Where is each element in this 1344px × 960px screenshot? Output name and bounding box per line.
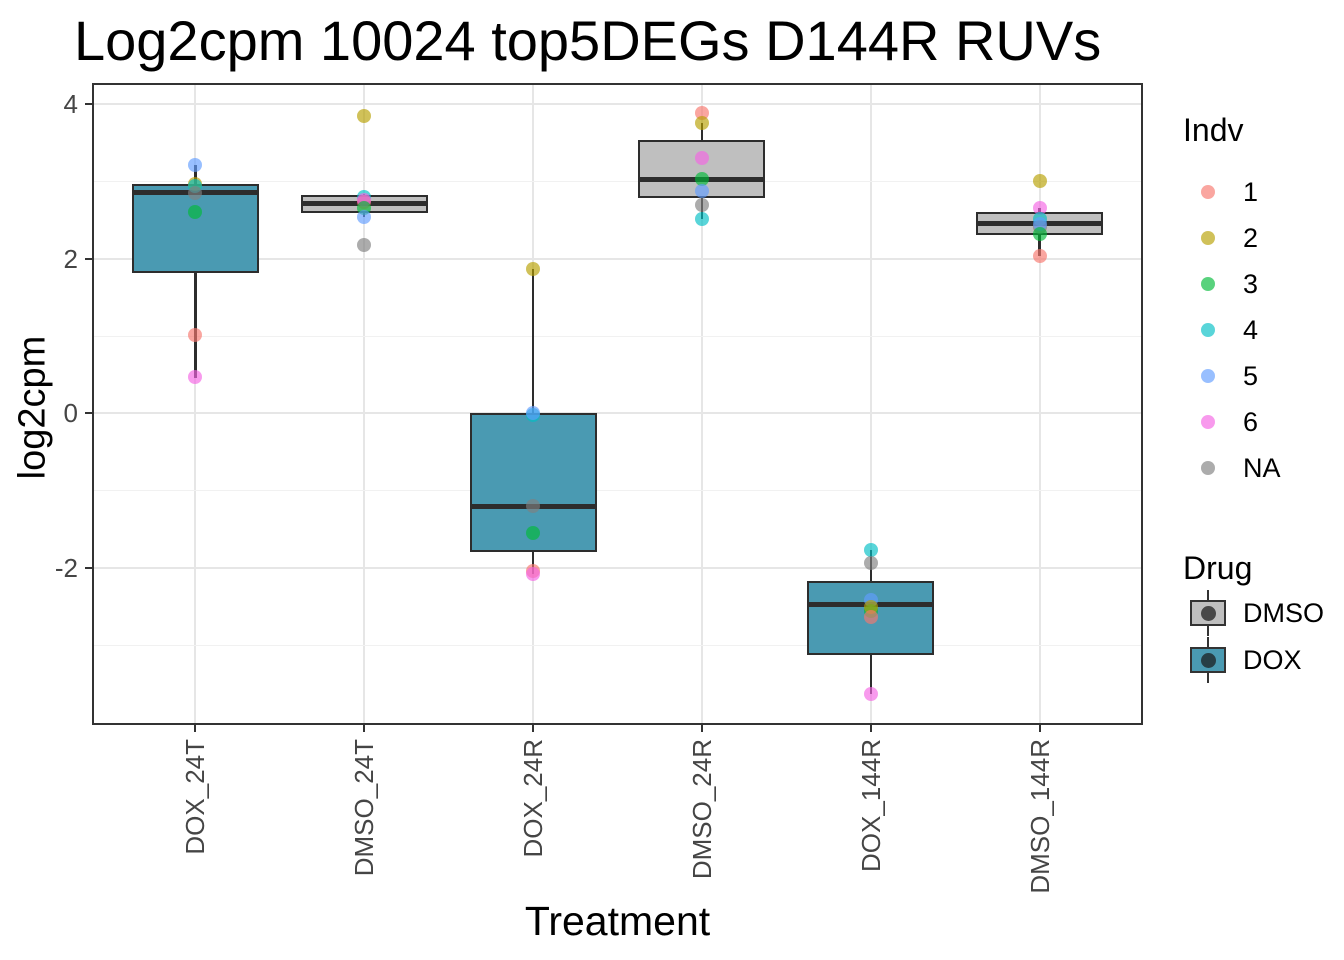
- x-tick-label-DMSO_144R: DMSO_144R: [1024, 739, 1055, 894]
- plot-panel: [92, 83, 1143, 725]
- legend-indv-dot-4: [1201, 323, 1215, 337]
- jitter-point-indv-6: [694, 151, 709, 166]
- x-axis-tick: [363, 723, 366, 732]
- legend-drug-label-DOX: DOX: [1243, 645, 1302, 675]
- jitter-point-indv-6: [188, 370, 203, 385]
- x-axis-tick: [700, 723, 703, 732]
- gridline-horizontal-minor: [94, 180, 1141, 182]
- jitter-point-indv-3: [694, 172, 709, 187]
- gridline-horizontal-minor: [94, 335, 1141, 337]
- legend-indv-label-5: 5: [1243, 361, 1259, 391]
- jitter-point-indv-3: [1032, 226, 1047, 241]
- jitter-point-indv-1: [188, 327, 203, 342]
- y-tick-label-4: 4: [63, 88, 78, 119]
- y-tick-label-2: 2: [63, 243, 78, 274]
- legend-indv-label-6: 6: [1243, 407, 1259, 437]
- y-axis-tick: [85, 567, 94, 570]
- jitter-point-indv-NA: [188, 185, 203, 200]
- gridline-vertical-major: [1038, 85, 1041, 723]
- legend-drug-keybox-DOX: [1190, 647, 1226, 673]
- gridline-vertical-major: [700, 85, 703, 723]
- gridline-vertical-major: [363, 85, 366, 723]
- legend-indv-label-NA: NA: [1243, 453, 1281, 483]
- gridline-vertical-major: [194, 85, 197, 723]
- y-axis-tick: [85, 102, 94, 105]
- legend-indv-dot-5: [1201, 369, 1215, 383]
- x-tick-label-DOX_24R: DOX_24R: [518, 739, 549, 858]
- legend-title-indv: Indv: [1183, 112, 1244, 148]
- page-title: Log2cpm 10024 top5DEGs D144R RUVs: [74, 9, 1102, 72]
- gridline-horizontal-major: [94, 567, 1141, 570]
- jitter-point-indv-5: [357, 209, 372, 224]
- legend-indv-label-1: 1: [1243, 177, 1259, 207]
- x-axis-tick: [1038, 723, 1041, 732]
- x-axis-title: Treatment: [524, 898, 711, 944]
- gridline-horizontal-major: [94, 257, 1141, 260]
- legend-drug-keydot-DMSO: [1200, 605, 1216, 621]
- jitter-point-indv-5: [694, 184, 709, 199]
- legend-indv-dot-6: [1201, 415, 1215, 429]
- jitter-point-indv-5: [526, 405, 541, 420]
- y-axis-tick: [85, 257, 94, 260]
- jitter-point-indv-3: [188, 204, 203, 219]
- legend-indv-label-3: 3: [1243, 269, 1259, 299]
- y-axis-title: log2cpm: [11, 335, 54, 480]
- jitter-point-indv-4: [863, 543, 878, 558]
- y-axis-tick: [85, 412, 94, 415]
- jitter-point-indv-NA: [863, 555, 878, 570]
- jitter-point-indv-NA: [694, 197, 709, 212]
- jitter-point-indv-6: [526, 567, 541, 582]
- legend-indv-dot-NA: [1201, 461, 1215, 475]
- gridline-vertical-major: [869, 85, 872, 723]
- legend-indv-label-2: 2: [1243, 223, 1259, 253]
- x-tick-label-DOX_24T: DOX_24T: [180, 739, 211, 855]
- y-tick-label-0: 0: [63, 398, 78, 429]
- jitter-point-indv-1: [863, 609, 878, 624]
- jitter-point-indv-NA: [357, 237, 372, 252]
- jitter-point-indv-6: [1032, 201, 1047, 216]
- jitter-point-indv-4: [694, 212, 709, 227]
- jitter-point-indv-3: [526, 525, 541, 540]
- legend-indv-dot-1: [1201, 185, 1215, 199]
- jitter-point-indv-2: [526, 261, 541, 276]
- jitter-point-indv-NA: [526, 499, 541, 514]
- jitter-point-indv-2: [694, 115, 709, 130]
- x-tick-label-DOX_144R: DOX_144R: [855, 739, 886, 872]
- x-tick-label-DMSO_24R: DMSO_24R: [686, 739, 717, 880]
- y-tick-label--2: -2: [54, 553, 78, 584]
- x-axis-tick: [532, 723, 535, 732]
- gridline-horizontal-major: [94, 102, 1141, 105]
- x-axis-tick: [869, 723, 872, 732]
- gridline-horizontal-minor: [94, 645, 1141, 647]
- legend-indv-dot-2: [1201, 231, 1215, 245]
- jitter-point-indv-2: [357, 109, 372, 124]
- jitter-point-indv-1: [1032, 249, 1047, 264]
- gridline-horizontal-minor: [94, 490, 1141, 492]
- x-tick-label-DMSO_24T: DMSO_24T: [349, 739, 380, 877]
- jitter-point-indv-6: [863, 686, 878, 701]
- legend-drug-label-DMSO: DMSO: [1243, 598, 1324, 628]
- gridline-horizontal-major: [94, 412, 1141, 415]
- legend-indv-dot-3: [1201, 277, 1215, 291]
- legend-indv-label-4: 4: [1243, 315, 1259, 345]
- legend-drug-keydot-DOX: [1200, 652, 1216, 668]
- x-axis-tick: [194, 723, 197, 732]
- legend-title-drug: Drug: [1183, 550, 1253, 586]
- jitter-point-indv-2: [1032, 174, 1047, 189]
- jitter-point-indv-5: [188, 158, 203, 173]
